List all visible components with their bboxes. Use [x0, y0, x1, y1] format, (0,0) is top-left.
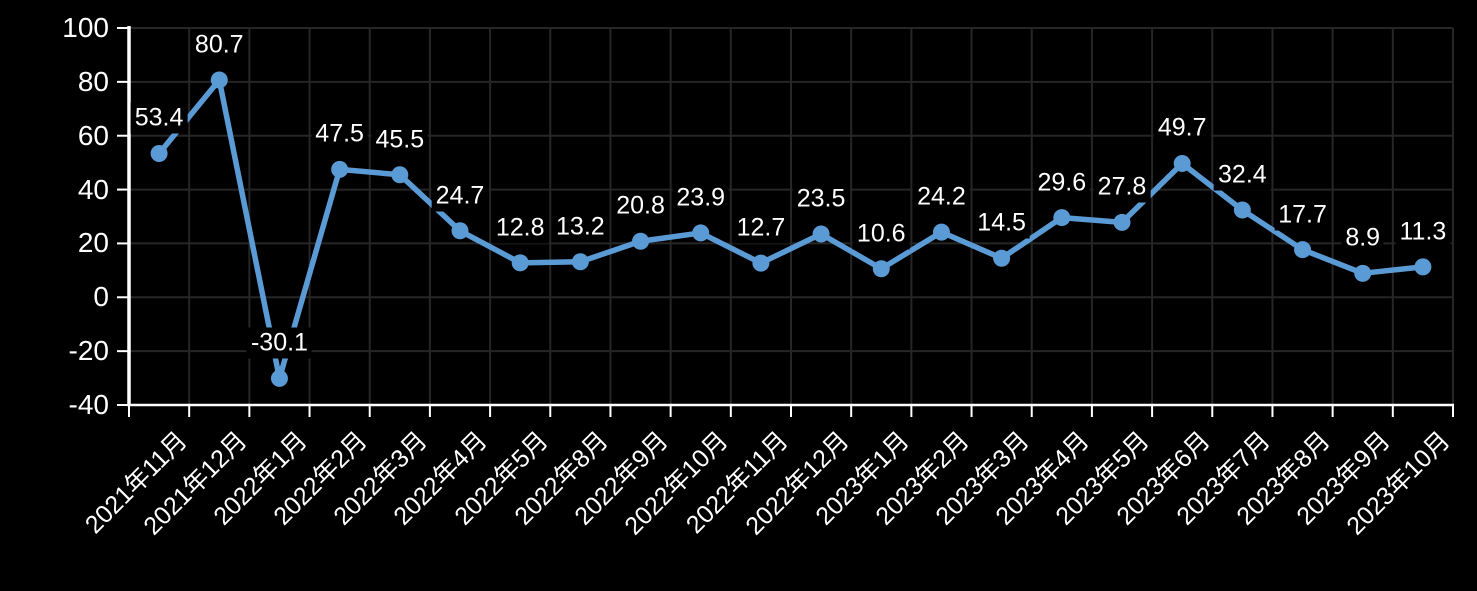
data-label: 14.5	[973, 207, 1030, 239]
data-point-marker	[632, 232, 650, 250]
data-point-marker	[1414, 258, 1432, 276]
data-label: 32.4	[1214, 159, 1271, 191]
data-point-marker	[331, 160, 349, 178]
data-label: 12.8	[491, 212, 549, 244]
data-point-marker	[1113, 213, 1131, 231]
data-point-marker	[1173, 154, 1191, 172]
data-label: 17.7	[1274, 199, 1331, 231]
y-tick-label: -20	[68, 335, 109, 367]
data-label: 47.5	[311, 118, 368, 150]
y-tick-label: 40	[77, 173, 109, 205]
data-point-marker	[1053, 209, 1071, 227]
data-point-marker	[150, 144, 168, 162]
y-tick-label: -40	[68, 389, 109, 420]
data-point-marker	[872, 260, 890, 278]
data-label: 20.8	[612, 190, 669, 222]
data-label: 80.7	[190, 29, 248, 61]
data-label: 45.5	[371, 124, 429, 156]
y-tick-label: 0	[93, 281, 109, 313]
data-point-marker	[391, 166, 409, 184]
data-label: 49.7	[1153, 112, 1211, 144]
data-point-marker	[1294, 241, 1312, 259]
data-label: 23.9	[672, 182, 730, 214]
data-label: 10.6	[852, 218, 910, 250]
data-label: 11.3	[1395, 216, 1451, 248]
data-point-marker	[932, 223, 950, 241]
y-tick-label: 20	[77, 227, 109, 259]
data-point-marker	[571, 253, 589, 271]
data-label: 27.8	[1093, 171, 1151, 203]
data-label: -30.1	[246, 327, 312, 359]
series-line	[156, 77, 1426, 382]
data-label: 53.4	[130, 102, 188, 134]
data-point-marker	[451, 222, 469, 240]
data-point-marker	[692, 224, 710, 242]
data-point-marker	[270, 369, 288, 387]
data-label: 8.9	[1341, 222, 1385, 254]
data-point-marker	[1233, 201, 1251, 219]
y-tick-label: 80	[77, 65, 109, 97]
data-label: 24.2	[913, 181, 970, 213]
data-point-marker	[1354, 264, 1372, 282]
y-tick-label: 100	[62, 12, 109, 43]
data-label: 29.6	[1033, 167, 1091, 199]
data-label: 12.7	[732, 212, 790, 244]
data-point-marker	[993, 249, 1011, 267]
data-label: 13.2	[552, 211, 609, 243]
data-point-marker	[812, 225, 830, 243]
data-label: 24.7	[431, 180, 489, 212]
data-point-marker	[511, 254, 529, 272]
data-point-marker	[752, 254, 770, 272]
y-tick-label: 60	[77, 119, 109, 151]
data-label: 23.5	[792, 183, 850, 215]
data-point-marker	[210, 71, 228, 89]
